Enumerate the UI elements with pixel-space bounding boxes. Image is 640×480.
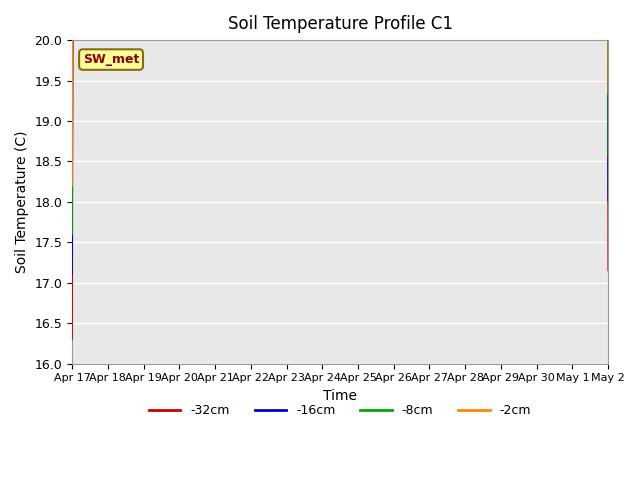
Y-axis label: Soil Temperature (C): Soil Temperature (C)	[15, 131, 29, 273]
Title: Soil Temperature Profile C1: Soil Temperature Profile C1	[228, 15, 452, 33]
X-axis label: Time: Time	[323, 389, 357, 403]
Legend: -32cm, -16cm, -8cm, -2cm: -32cm, -16cm, -8cm, -2cm	[144, 399, 536, 422]
Text: SW_met: SW_met	[83, 53, 140, 66]
